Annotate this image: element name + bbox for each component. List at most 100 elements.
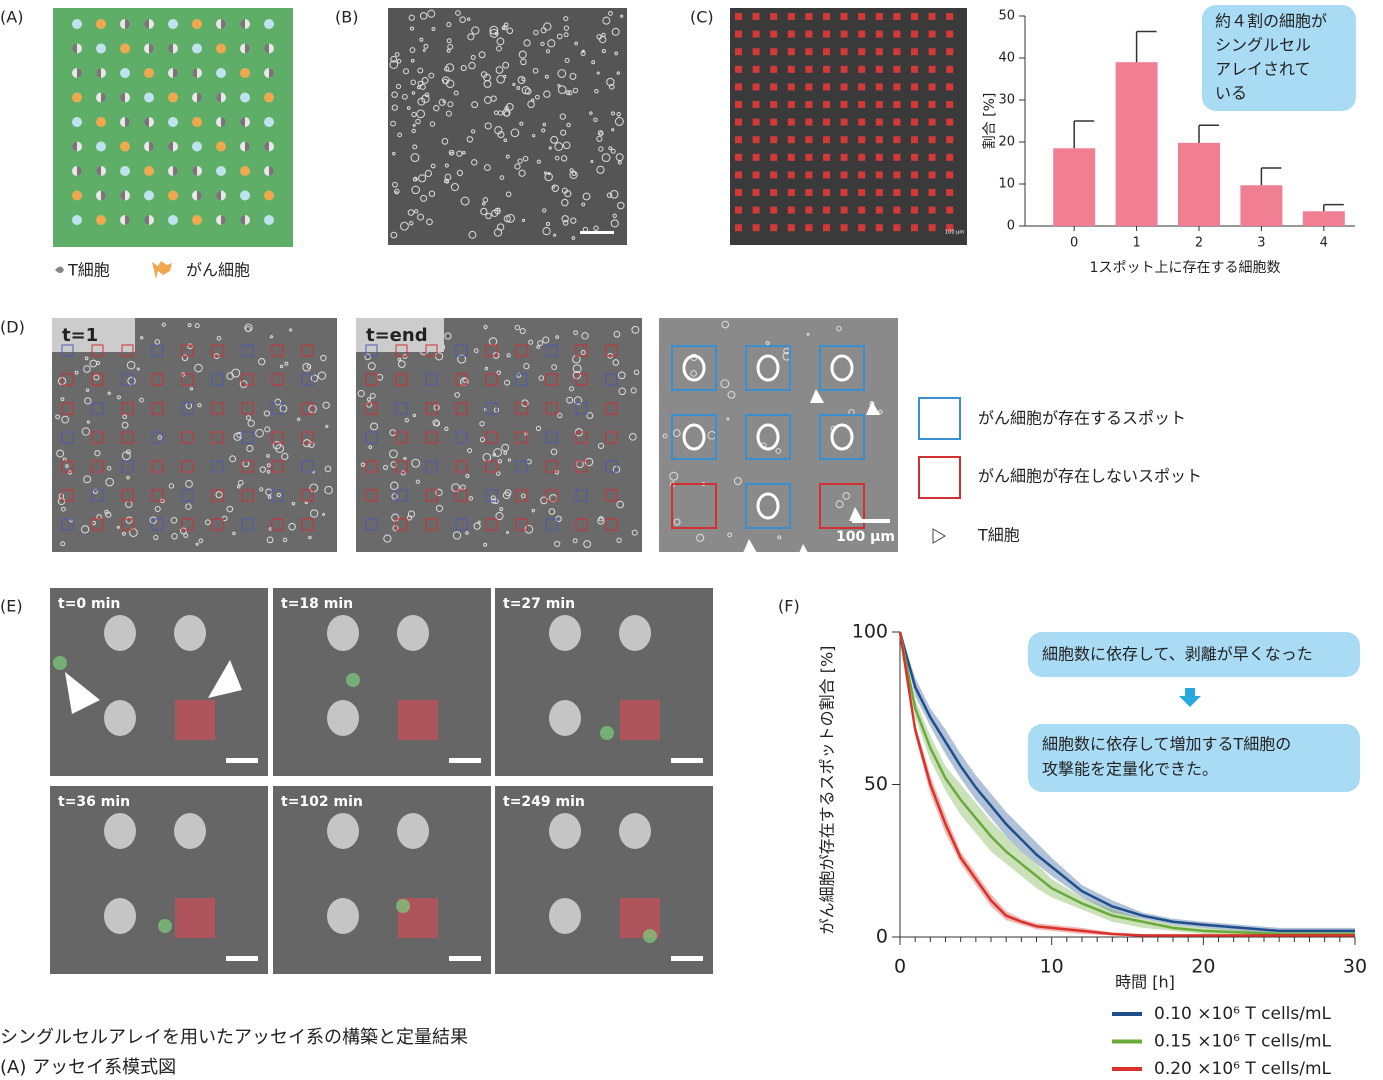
red-spot: [823, 66, 830, 73]
red-spot: [841, 171, 848, 178]
cancer-cell: [549, 898, 581, 934]
red-spot: [893, 101, 900, 108]
legend-arrow: [933, 529, 945, 543]
red-spot: [753, 83, 760, 90]
red-spot: [876, 13, 883, 20]
red-spot: [911, 154, 918, 161]
red-spot: [753, 101, 760, 108]
red-spot: [770, 66, 777, 73]
red-spot: [946, 189, 953, 196]
red-spot: [841, 136, 848, 143]
red-spot: [929, 154, 936, 161]
red-spot: [911, 31, 918, 38]
red-spot: [841, 207, 848, 214]
target-spot: [620, 700, 660, 740]
y-tick-label: 10: [998, 177, 1015, 192]
red-spot: [753, 154, 760, 161]
red-spot: [823, 48, 830, 55]
annotation-text: いる: [1215, 84, 1247, 103]
annotation-text: 攻撃能を定量化できた。: [1042, 760, 1218, 779]
cancer-cell: [619, 615, 651, 651]
red-spot: [735, 224, 742, 231]
spot: [96, 117, 106, 127]
red-spot: [946, 83, 953, 90]
red-spot: [946, 119, 953, 126]
bar: [1053, 148, 1095, 226]
red-spot: [911, 48, 918, 55]
x-tick-label: 30: [1343, 956, 1367, 978]
time-label: t=102 min: [281, 794, 363, 810]
red-spot: [858, 207, 865, 214]
tab-text: t=end: [366, 325, 428, 346]
red-spot: [823, 119, 830, 126]
red-spot: [788, 136, 795, 143]
red-spot: [911, 13, 918, 20]
micrograph: [273, 588, 491, 776]
down-arrow: [1179, 688, 1201, 707]
red-spot: [788, 189, 795, 196]
spot: [120, 44, 130, 54]
red-spot: [876, 119, 883, 126]
red-spot: [735, 31, 742, 38]
red-spot: [805, 154, 812, 161]
page: {"panel_labels":["(A)","(B)","(C)","(D)"…: [0, 0, 1383, 1080]
red-spot: [735, 83, 742, 90]
x-tick-label: 2: [1195, 236, 1203, 251]
red-spot: [876, 224, 883, 231]
micrograph: [273, 786, 491, 974]
red-spot: [823, 31, 830, 38]
cancer-cell: [104, 700, 136, 736]
red-spot: [788, 119, 795, 126]
red-spot: [805, 224, 812, 231]
red-spot: [876, 83, 883, 90]
red-spot: [823, 224, 830, 231]
red-spot: [946, 136, 953, 143]
red-spot: [911, 189, 918, 196]
legend-text: がん細胞が存在しないスポット: [978, 467, 1202, 486]
spot: [264, 215, 274, 225]
cancer-cell: [327, 898, 359, 934]
legend-text: がん細胞が存在するスポット: [978, 409, 1186, 428]
red-spot: [841, 66, 848, 73]
red-spot: [858, 48, 865, 55]
spot: [264, 93, 274, 103]
red-spot: [929, 83, 936, 90]
red-spot: [946, 31, 953, 38]
y-tick-label: 50: [998, 9, 1015, 24]
red-spot: [893, 189, 900, 196]
cancer-cell: [174, 615, 206, 651]
time-label: t=249 min: [503, 794, 585, 810]
tab-text: t=1: [62, 325, 98, 346]
scale-bar: [449, 758, 481, 763]
red-spot: [858, 31, 865, 38]
legend-text: T細胞: [67, 261, 110, 280]
micrograph: [495, 588, 713, 776]
legend-text: 0.10 ×10⁶ T cells/mL: [1154, 1004, 1332, 1024]
red-spot: [805, 83, 812, 90]
x-tick-label: 3: [1257, 236, 1265, 251]
red-spot: [823, 171, 830, 178]
red-spot: [876, 31, 883, 38]
red-spot: [858, 101, 865, 108]
scale-bar: [671, 956, 703, 961]
red-spot: [841, 83, 848, 90]
annotation-text: 約４割の細胞が: [1215, 12, 1327, 31]
spot: [120, 68, 130, 78]
time-label: t=18 min: [281, 596, 353, 612]
cancer-cell: [327, 615, 359, 651]
red-spot: [841, 48, 848, 55]
red-spot: [929, 66, 936, 73]
spot: [144, 166, 154, 176]
red-spot: [753, 136, 760, 143]
y-tick-label: 100: [852, 621, 888, 643]
red-spot: [858, 189, 865, 196]
time-label: t=0 min: [58, 596, 120, 612]
red-spot: [805, 189, 812, 196]
red-spot: [753, 48, 760, 55]
time-label: t=36 min: [58, 794, 130, 810]
spot: [168, 191, 178, 201]
t-cell: [643, 929, 657, 943]
red-spot: [876, 101, 883, 108]
micrograph: [495, 786, 713, 974]
scale-bar: [449, 956, 481, 961]
